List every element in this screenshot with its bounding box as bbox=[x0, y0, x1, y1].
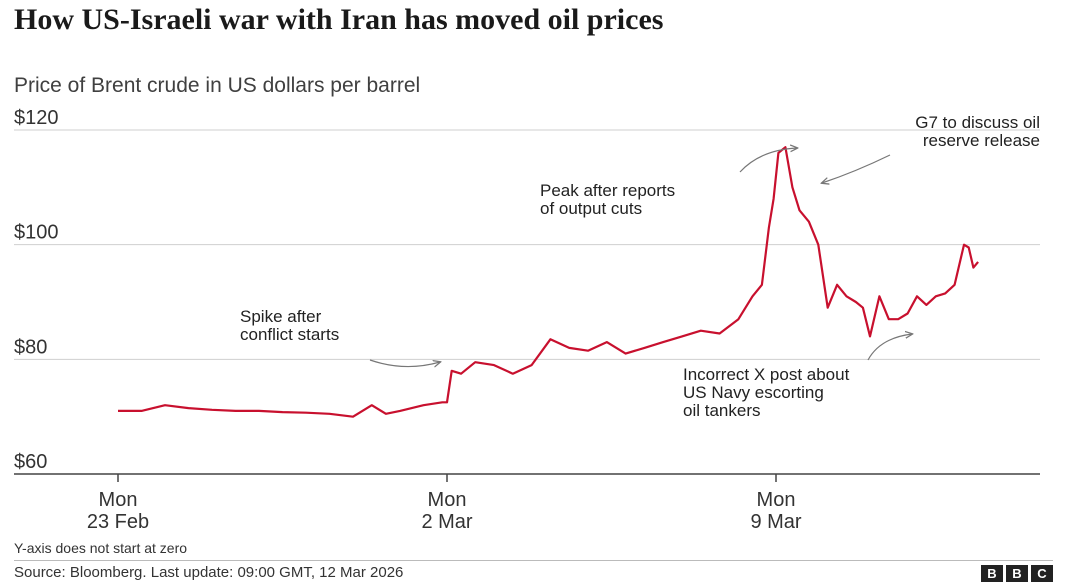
bbc-logo-letter-1: B bbox=[981, 565, 1003, 582]
y-tick-label-80: $80 bbox=[14, 336, 47, 358]
bbc-logo-letter-3: C bbox=[1031, 565, 1053, 582]
x-tick-label-1-line1: Mon bbox=[99, 489, 138, 511]
x-tick-label-2-line2: 2 Mar bbox=[421, 511, 472, 533]
annotation-4-arrow bbox=[867, 334, 912, 361]
source-text: Source: Bloomberg. Last update: 09:00 GM… bbox=[14, 564, 404, 581]
annotation-2-line-1: Peak after reports bbox=[540, 181, 675, 200]
y-tick-label-60: $60 bbox=[14, 451, 47, 473]
grid-layer: $120 $100 $80 $60 bbox=[14, 107, 1040, 475]
x-tick-label-2-line1: Mon bbox=[428, 489, 467, 511]
annotation-2-arrow bbox=[739, 148, 797, 173]
chart-title: How US-Israeli war with Iran has moved o… bbox=[14, 3, 664, 36]
annotation-1-line-2: conflict starts bbox=[240, 325, 339, 344]
annotation-1-line-1: Spike after bbox=[240, 307, 322, 326]
annotation-4-line-1: Incorrect X post about bbox=[683, 365, 850, 384]
y-axis-note: Y-axis does not start at zero bbox=[14, 540, 188, 556]
annotation-2-line-2: of output cuts bbox=[540, 199, 642, 218]
bbc-logo-letter-2: B bbox=[1006, 565, 1028, 582]
annotation-3-line-2: reserve release bbox=[923, 131, 1040, 150]
series-layer bbox=[118, 146, 979, 418]
x-tick-label-1-line2: 23 Feb bbox=[87, 511, 149, 533]
annotation-4-line-3: oil tankers bbox=[683, 401, 760, 420]
annotation-1-arrow bbox=[369, 359, 440, 367]
footer-divider bbox=[14, 560, 1053, 561]
annotation-3-line-1: G7 to discuss oil bbox=[915, 113, 1040, 132]
chart-subtitle: Price of Brent crude in US dollars per b… bbox=[14, 74, 421, 97]
x-tick-label-3-line2: 9 Mar bbox=[750, 511, 801, 533]
y-tick-label-100: $100 bbox=[14, 222, 59, 244]
price-line bbox=[118, 146, 979, 418]
y-tick-label-120: $120 bbox=[14, 107, 59, 129]
x-tick-label-3-line1: Mon bbox=[757, 489, 796, 511]
bbc-logo: B B C bbox=[981, 565, 1053, 582]
annotation-4-line-2: US Navy escorting bbox=[683, 383, 824, 402]
annotation-3-arrow bbox=[822, 154, 891, 183]
